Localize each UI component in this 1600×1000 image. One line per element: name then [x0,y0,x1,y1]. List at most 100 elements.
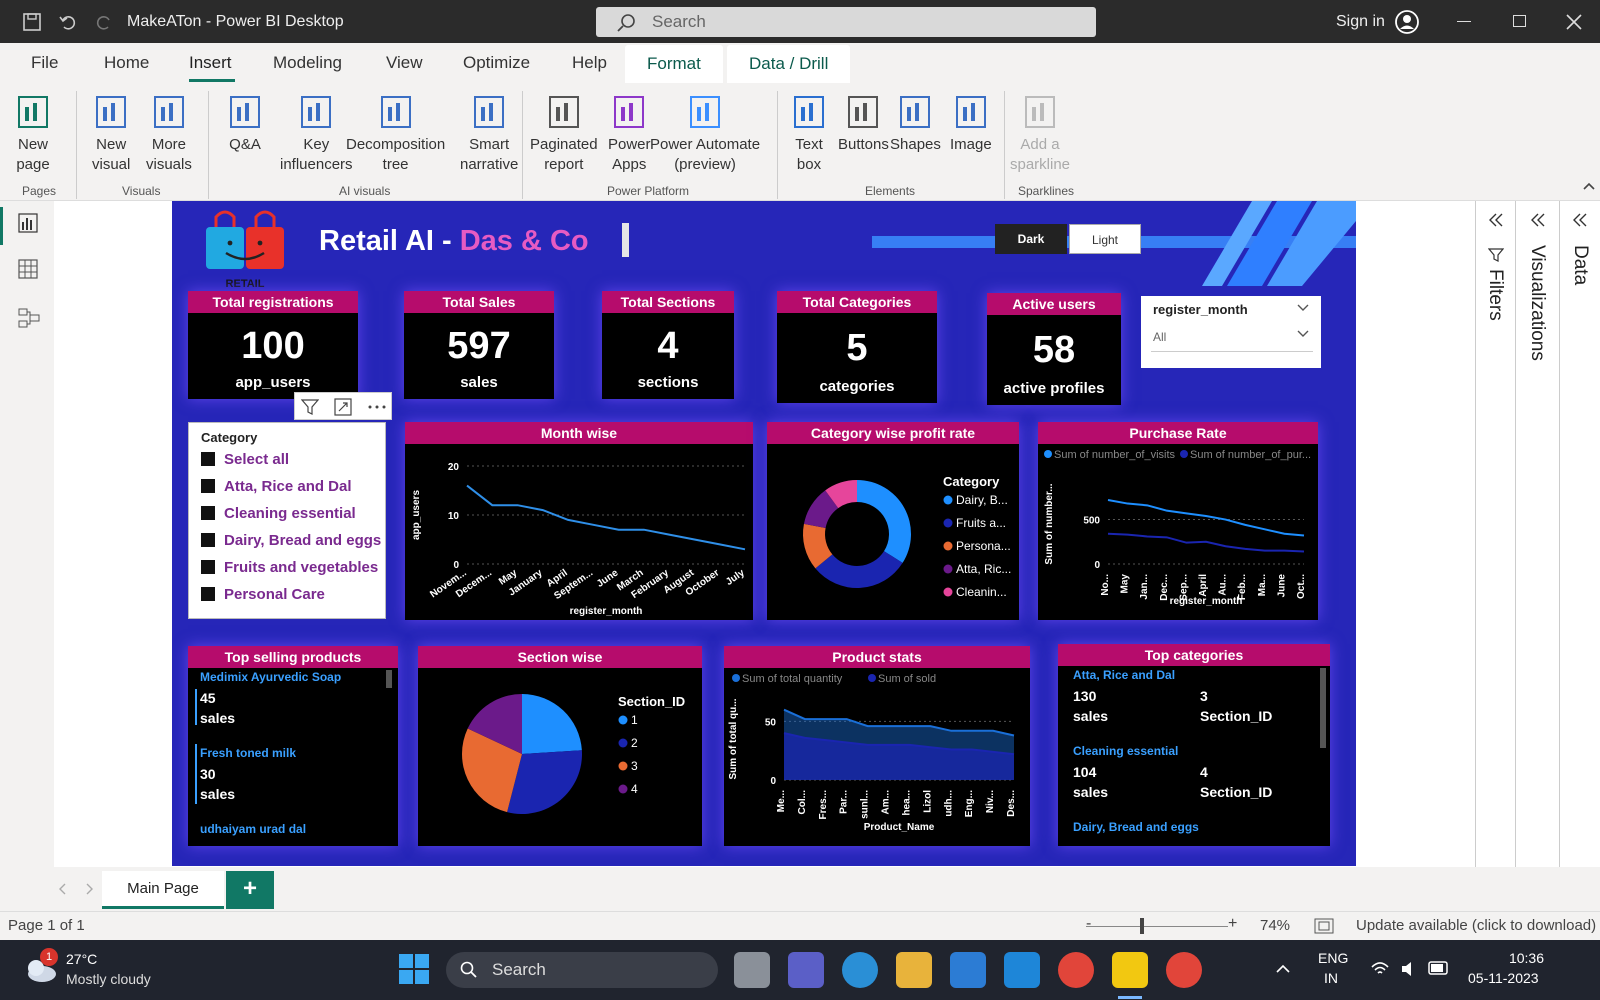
section-wise-chart[interactable]: Section wise Section_ID 1 2 3 4 [418,646,702,846]
checkbox[interactable] [201,533,215,547]
region-code[interactable]: IN [1324,970,1338,986]
slicer-item[interactable]: Atta, Rice and Dal [201,478,352,495]
series-line[interactable] [1107,499,1305,537]
buttons-button[interactable]: Buttons [838,93,889,155]
visualizations-pane-collapsed[interactable]: Visualizations [1515,201,1559,867]
product-stats-chart[interactable]: Product stats 0 50 Me... Col... Fres... Par..… [724,646,1030,846]
weather-icon[interactable] [22,954,58,984]
taskbar-search[interactable]: Search [446,952,718,988]
tab-insert[interactable]: Insert [189,53,232,72]
category-slicer[interactable]: Category Select all Atta, Rice and Dal C… [188,422,386,619]
report-view-icon[interactable] [18,213,38,233]
user-avatar-icon[interactable] [1394,9,1420,35]
tab-view[interactable]: View [386,53,423,72]
month-wise-chart[interactable]: Month wise 0 10 20 Novem... Decem... May Janua… [405,422,753,620]
checkbox[interactable] [201,587,215,601]
data-pane-collapsed[interactable]: Data [1559,201,1600,867]
tab-home[interactable]: Home [104,53,150,72]
tab-data-drill[interactable]: Data / Drill [727,45,851,83]
kpi-total-categories[interactable]: Total Categories 5 categories [777,291,937,403]
model-view-icon[interactable] [18,307,40,329]
page-tab-main[interactable]: Main Page [102,871,224,909]
paginated-report-button[interactable]: Paginated report [530,93,598,175]
tab-file[interactable]: File [31,53,59,72]
table-view-icon[interactable] [18,259,38,279]
restore-icon[interactable] [1513,15,1526,27]
new-visual-button[interactable]: New visual [92,93,130,175]
file-explorer-icon[interactable] [896,952,932,988]
filters-pane-collapsed[interactable]: Filters [1475,201,1515,867]
kpi-active-users[interactable]: Active users 58 active profiles [987,293,1121,405]
clock-time[interactable]: 10:36 [1508,950,1544,966]
volume-icon[interactable] [1400,960,1420,978]
series-line[interactable] [1107,532,1305,553]
series-area[interactable] [784,733,1014,780]
top-categories[interactable]: Top categories Atta, Rice and Dal 130 sa… [1058,644,1330,846]
tab-modeling[interactable]: Modeling [273,53,342,72]
key-influencers-button[interactable]: Key influencers [280,93,353,175]
save-icon[interactable] [22,12,42,32]
vscode-icon[interactable] [950,952,986,988]
power-apps-button[interactable]: Power Apps [608,93,651,175]
pie-slice[interactable] [803,523,833,569]
checkbox[interactable] [201,506,215,520]
update-available-link[interactable]: Update available (click to download) [1356,917,1597,934]
expand-icon[interactable] [1572,213,1588,227]
tab-help[interactable]: Help [572,53,607,72]
zoom-in-button[interactable]: + [1228,915,1238,932]
focus-mode-icon[interactable] [334,398,352,416]
purchase-rate-chart[interactable]: Purchase Rate 0 500 No... May Jan... Dec... Se… [1038,422,1318,620]
register-month-slicer[interactable]: register_month All [1141,296,1321,368]
text-box-button[interactable]: Text box [790,93,828,175]
task-view-icon[interactable] [734,952,770,988]
qa-button[interactable]: Q&A [226,93,264,155]
add-sparkline-button[interactable]: Add a sparkline [1010,93,1070,175]
slicer-item[interactable]: Cleaning essential [201,505,356,522]
language-code[interactable]: ENG [1318,950,1349,966]
sign-in-link[interactable]: Sign in [1336,13,1385,30]
pie-slice[interactable] [522,694,582,754]
chrome-profile-icon[interactable] [1166,952,1202,988]
pie-slice[interactable] [857,480,911,563]
slicer-item[interactable]: Select all [201,451,289,468]
edge-icon[interactable] [842,952,878,988]
chevron-up-icon[interactable] [1276,964,1290,974]
scrollbar[interactable] [386,670,392,688]
dark-theme-button[interactable]: Dark [995,224,1067,254]
wifi-icon[interactable] [1370,960,1390,978]
checkbox[interactable] [201,479,215,493]
collapse-ribbon-icon[interactable] [1583,181,1595,191]
slicer-item[interactable]: Personal Care [201,586,325,603]
expand-icon[interactable] [1530,213,1546,227]
slicer-item[interactable]: Dairy, Bread and eggs [201,532,381,549]
pie-slice[interactable] [507,750,582,814]
filter-icon[interactable] [301,398,319,416]
light-theme-button[interactable]: Light [1069,224,1141,254]
pie-slice[interactable] [467,694,522,754]
decomposition-tree-button[interactable]: Decomposition tree [346,93,445,175]
top-selling-products[interactable]: Top selling products Medimix Ayurvedic S… [188,646,398,846]
chevron-right-icon[interactable] [86,883,94,895]
search-input[interactable]: Search [596,7,1096,37]
add-page-button[interactable]: + [226,871,274,909]
app-s-icon[interactable] [1004,952,1040,988]
windows-start-icon[interactable] [398,953,430,985]
checkbox[interactable] [201,452,215,466]
chevron-left-icon[interactable] [58,883,66,895]
teams-icon[interactable] [788,952,824,988]
pie-slice[interactable] [803,490,839,529]
expand-icon[interactable] [1488,213,1504,227]
redo-icon[interactable] [94,12,114,32]
smart-narrative-button[interactable]: Smart narrative [460,93,518,175]
checkbox[interactable] [201,560,215,574]
more-options-icon[interactable] [367,404,387,410]
minimize-icon[interactable] [1457,21,1471,22]
month-dropdown[interactable]: All [1151,324,1313,352]
chrome-icon[interactable] [1058,952,1094,988]
new-page-button[interactable]: New page [14,93,52,175]
close-icon[interactable] [1566,14,1582,30]
power-automate-button[interactable]: Power Automate (preview) [650,93,760,175]
power-bi-icon[interactable] [1112,952,1148,988]
series-line[interactable] [783,732,1015,756]
clock-date[interactable]: 05-11-2023 [1468,970,1539,986]
